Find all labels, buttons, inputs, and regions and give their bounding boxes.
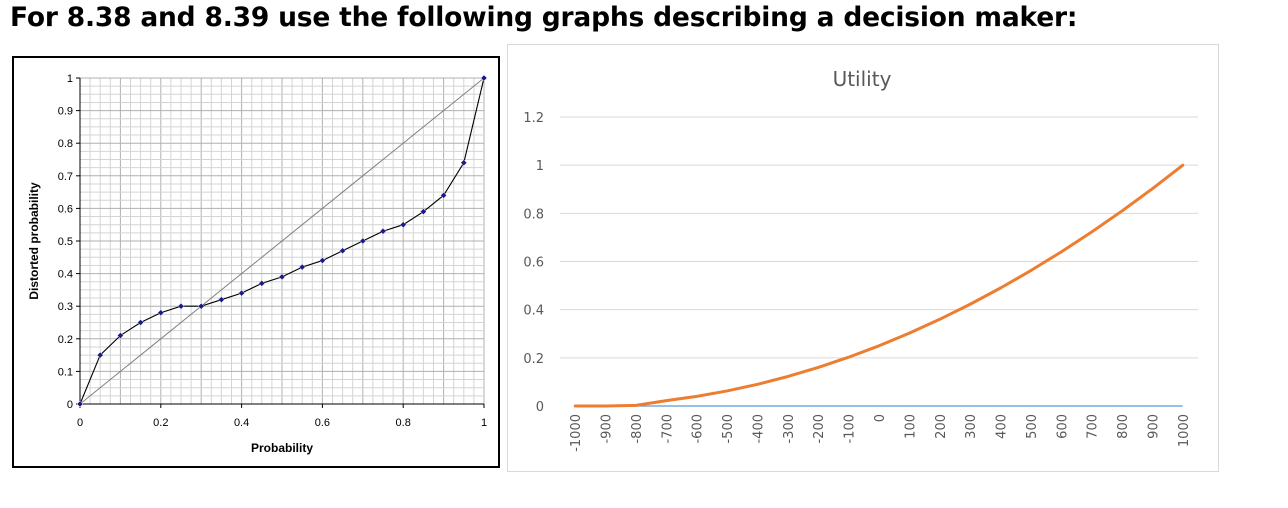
data-point-marker [137,319,144,326]
y-tick-label: 0.1 [58,366,73,378]
y-tick-label: 1.2 [523,111,544,126]
y-tick-label: 0.8 [58,138,73,150]
x-tick-label: 0.4 [234,417,249,429]
y-tick-label: 0 [536,400,544,415]
data-point-marker [359,237,367,245]
x-tick-label: 0 [77,417,83,429]
y-tick-label: 0.4 [523,304,544,319]
x-tick-label: 700 [1086,414,1101,439]
data-point-marker [238,289,245,297]
x-tick-label: 0 [873,414,888,422]
x-tick-label: -100 [843,414,858,444]
probability-weighting-plot: 0 0.1 0.2 0.3 0.4 0.5 0.6 0.7 0.8 0.9 1 0 0.2 0.4 0.6 0… [27,73,488,455]
x-tick-label: -900 [600,414,615,444]
data-point-marker [218,296,225,303]
data-point-marker [96,351,104,359]
y-tick-label: 0.4 [58,269,73,281]
page-heading: For 8.38 and 8.39 use the following grap… [10,2,1078,33]
y-tick-label: 0.6 [523,256,544,271]
y-tick-label: 1 [67,73,73,85]
data-point-marker [399,221,407,228]
data-point-marker [298,263,306,271]
x-tick-label: 100 [903,414,918,439]
data-point-marker [76,400,84,408]
data-point-marker [440,192,447,199]
reference-diagonal-line [79,77,485,405]
x-tick-label: 0.2 [153,417,168,429]
x-axis-title: Probability [251,441,313,455]
x-tick-label: -1000 [569,414,584,452]
data-point-marker [278,273,286,281]
data-point-marker [420,208,427,215]
x-tick-label: 500 [1025,414,1040,439]
x-tick-label: 200 [934,414,949,439]
x-tick-label: 1000 [1177,414,1192,447]
x-tick-label: -700 [660,414,675,444]
y-tick-label: 0.2 [523,352,544,367]
data-point-marker [157,309,165,317]
y-tick-label: 0.3 [58,301,73,313]
data-point-marker [319,257,326,264]
x-tick-label: 0.8 [396,417,411,429]
y-tick-label: 0.6 [58,203,73,215]
data-point-marker [480,74,488,82]
x-tick-label: -500 [721,414,736,444]
x-tick-label: 300 [964,414,979,439]
x-tick-label: 600 [1055,414,1070,439]
y-tick-label: 0.7 [58,171,73,183]
x-tick-label: -800 [630,414,645,444]
y-tick-label: 0.2 [58,334,73,346]
probability-weighting-chart: 0 0.1 0.2 0.3 0.4 0.5 0.6 0.7 0.8 0.9 1 0 0.2 0.4 0.6 0… [12,56,500,468]
data-point-marker [379,227,387,235]
x-tick-label: 900 [1146,414,1161,439]
data-point-marker [339,247,346,255]
utility-line [573,163,1185,408]
x-tick-label: 1 [481,417,487,429]
x-tick-label: 400 [995,414,1010,439]
y-tick-label: 1 [536,159,544,174]
data-point-marker [177,302,185,310]
chart-title: Utility [833,67,892,91]
x-tick-label: -200 [812,414,827,444]
y-tick-label: 0.8 [523,207,544,222]
data-point-marker [258,280,266,287]
data-point-marker [197,302,205,310]
y-tick-label: 0.5 [58,236,73,248]
x-tick-label: 0.6 [315,417,330,429]
x-tick-label: -600 [691,414,706,444]
y-axis-title: Distorted probability [27,182,41,300]
utility-chart: Utility 0 0.2 0.4 0.6 0.8 1 1.2 -1000 -900 -800 -70… [507,44,1219,472]
data-point-marker [117,332,124,339]
y-tick-label: 0.9 [58,106,73,118]
x-tick-label: -300 [782,414,797,444]
x-tick-label: -400 [751,414,766,444]
x-tick-label: 800 [1116,414,1131,439]
data-point-marker [460,159,468,167]
y-tick-label: 0 [67,399,73,411]
